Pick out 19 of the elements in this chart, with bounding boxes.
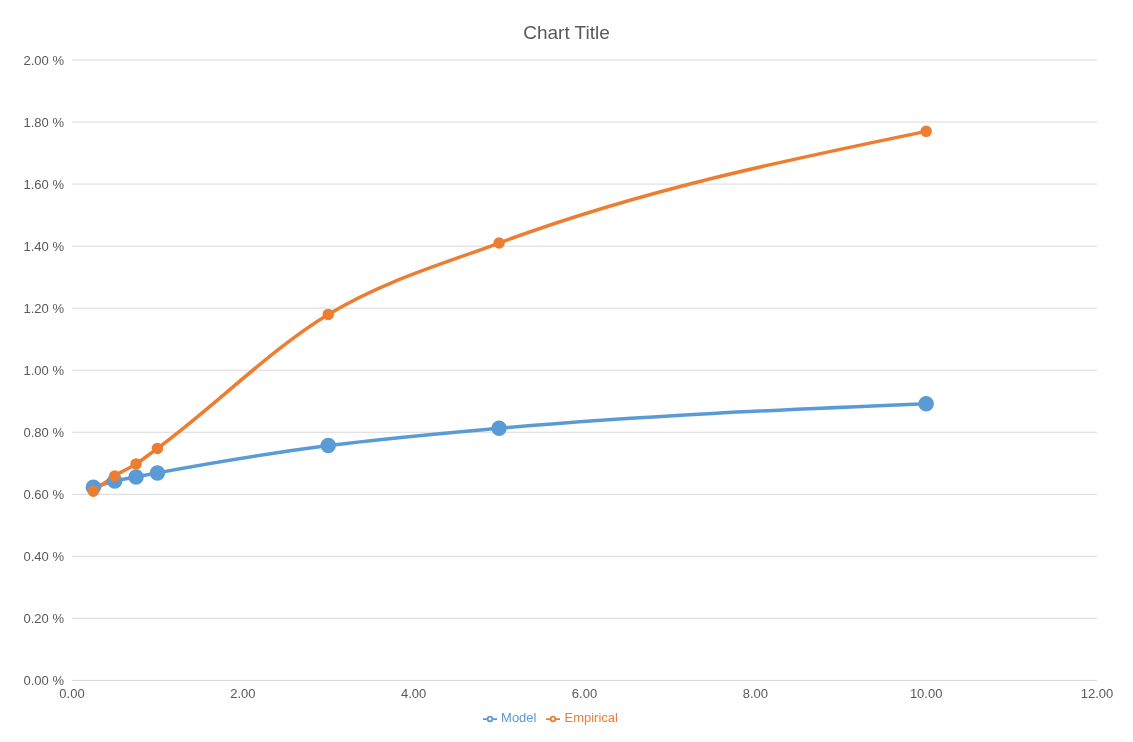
y-tick-label: 1.60 % <box>23 176 65 192</box>
x-tick-label: 8.00 <box>742 685 768 701</box>
x-tick-label: 10.00 <box>909 685 943 701</box>
x-tick-label: 12.00 <box>1080 685 1114 701</box>
x-tick-label: 6.00 <box>571 685 598 701</box>
y-tick-label: 0.20 % <box>23 611 65 627</box>
y-tick-label: 0.40 % <box>23 548 65 564</box>
y-tick-label: 0.60 % <box>23 486 65 502</box>
y-tick-label: 1.20 % <box>23 300 65 316</box>
x-tick-label: 4.00 <box>401 685 427 701</box>
legend-label: Empirical <box>564 710 618 726</box>
y-tick-label: 1.00 % <box>23 362 65 378</box>
y-tick-label: 1.80 % <box>23 114 65 130</box>
y-tick-label: 0.80 % <box>23 424 65 440</box>
x-tick-label: 2.00 <box>230 685 256 701</box>
y-tick-label: 1.40 % <box>23 238 65 254</box>
chart-title: Chart Title <box>522 21 611 45</box>
legend-label: Model <box>501 710 537 726</box>
y-tick-label: 2.00 % <box>23 52 65 68</box>
